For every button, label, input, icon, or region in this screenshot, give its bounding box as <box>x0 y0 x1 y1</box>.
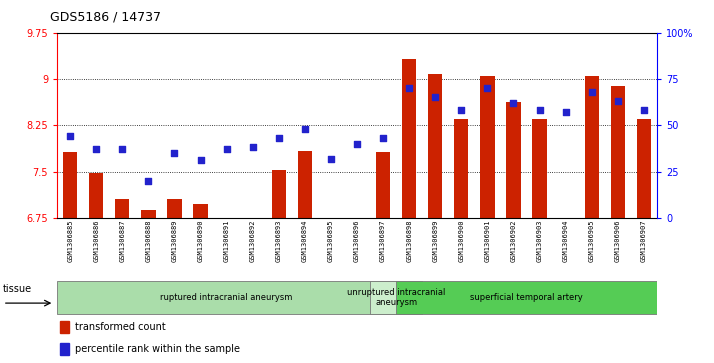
Point <box>456 107 467 113</box>
Point <box>403 85 415 91</box>
Point <box>273 135 284 141</box>
Bar <box>376 152 391 218</box>
Bar <box>167 199 181 218</box>
Text: GSM1306886: GSM1306886 <box>94 219 99 261</box>
Bar <box>193 204 208 218</box>
Point <box>638 107 650 113</box>
Bar <box>402 58 416 218</box>
Point <box>430 95 441 101</box>
Bar <box>271 170 286 218</box>
Text: GSM1306896: GSM1306896 <box>354 219 360 261</box>
Text: GSM1306893: GSM1306893 <box>276 219 282 261</box>
Bar <box>610 86 625 218</box>
Text: ruptured intracranial aneurysm: ruptured intracranial aneurysm <box>161 293 293 302</box>
Text: GSM1306900: GSM1306900 <box>458 219 464 261</box>
Point <box>116 146 128 152</box>
Text: GSM1306906: GSM1306906 <box>615 219 620 261</box>
Text: GSM1306904: GSM1306904 <box>563 219 568 261</box>
Point <box>221 146 232 152</box>
Bar <box>246 218 260 221</box>
Point <box>325 156 336 162</box>
Point <box>143 178 154 184</box>
Bar <box>115 199 129 218</box>
Bar <box>350 218 364 221</box>
Point <box>299 126 311 132</box>
Bar <box>219 218 233 220</box>
Point <box>351 141 363 147</box>
Bar <box>585 76 599 218</box>
Text: GSM1306892: GSM1306892 <box>250 219 256 261</box>
Point <box>560 109 571 115</box>
Point <box>91 146 102 152</box>
Text: percentile rank within the sample: percentile rank within the sample <box>75 344 240 354</box>
Point <box>247 144 258 150</box>
Text: GSM1306887: GSM1306887 <box>119 219 126 261</box>
Text: GSM1306885: GSM1306885 <box>67 219 73 261</box>
Text: GSM1306888: GSM1306888 <box>146 219 151 261</box>
Text: GSM1306905: GSM1306905 <box>588 219 595 261</box>
Bar <box>323 218 338 220</box>
Text: GSM1306889: GSM1306889 <box>171 219 178 261</box>
Bar <box>637 119 651 218</box>
Bar <box>89 173 104 218</box>
Point <box>534 107 545 113</box>
Text: GSM1306907: GSM1306907 <box>641 219 647 261</box>
Text: tissue: tissue <box>3 284 32 294</box>
Bar <box>57 281 396 314</box>
Bar <box>506 102 521 218</box>
Bar <box>533 119 547 218</box>
Point <box>612 98 623 104</box>
Text: GSM1306898: GSM1306898 <box>406 219 412 261</box>
Bar <box>454 119 468 218</box>
Text: GSM1306897: GSM1306897 <box>380 219 386 261</box>
Bar <box>60 321 69 333</box>
Bar <box>370 281 422 314</box>
Text: GSM1306902: GSM1306902 <box>511 219 516 261</box>
Text: GSM1306891: GSM1306891 <box>223 219 230 261</box>
Text: GSM1306895: GSM1306895 <box>328 219 334 261</box>
Point <box>64 134 76 139</box>
Bar <box>481 76 495 218</box>
Bar <box>396 281 657 314</box>
Bar <box>558 218 573 219</box>
Point <box>169 150 180 156</box>
Point <box>378 135 389 141</box>
Point <box>195 158 206 163</box>
Point <box>482 85 493 91</box>
Text: unruptured intracranial
aneurysm: unruptured intracranial aneurysm <box>347 288 446 307</box>
Text: GSM1306899: GSM1306899 <box>432 219 438 261</box>
Bar <box>298 151 312 218</box>
Text: GSM1306903: GSM1306903 <box>536 219 543 261</box>
Bar <box>63 152 77 218</box>
Point <box>508 100 519 106</box>
Text: superficial temporal artery: superficial temporal artery <box>470 293 583 302</box>
Text: GDS5186 / 14737: GDS5186 / 14737 <box>50 11 161 24</box>
Bar <box>141 210 156 218</box>
Text: transformed count: transformed count <box>75 322 166 332</box>
Text: GSM1306894: GSM1306894 <box>302 219 308 261</box>
Text: GSM1306890: GSM1306890 <box>198 219 203 261</box>
Point <box>586 89 598 95</box>
Bar <box>60 343 69 355</box>
Text: GSM1306901: GSM1306901 <box>484 219 491 261</box>
Bar <box>428 74 443 218</box>
